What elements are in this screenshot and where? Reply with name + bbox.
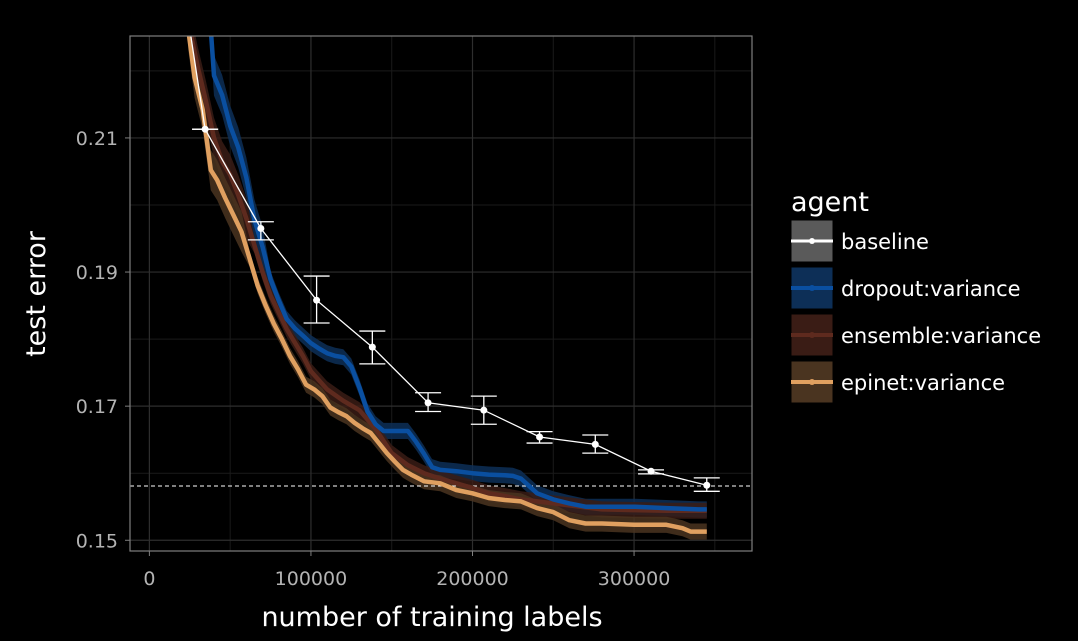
y-tick-label: 0.21 — [76, 128, 118, 150]
baseline-point — [536, 433, 544, 441]
y-tick-label: 0.17 — [76, 396, 118, 418]
legend-label: ensemble:variance — [841, 324, 1041, 348]
series-lines — [186, 36, 720, 534]
y-axis-ticks: 0.15 0.17 0.19 0.21 — [76, 128, 130, 552]
x-tick-label: 100000 — [275, 568, 348, 590]
baseline-point — [201, 125, 209, 133]
legend-key-point — [809, 332, 815, 338]
x-axis-ticks: 0 100000 200000 300000 — [143, 551, 670, 590]
legend: agent baseline dropout:variance ensemble:v… — [790, 187, 1041, 404]
panel-border — [129, 35, 753, 552]
x-tick-label: 300000 — [598, 568, 671, 590]
legend-key-point — [809, 379, 815, 385]
legend-key-point — [809, 285, 815, 291]
plot-panel — [129, 35, 753, 552]
legend-label: dropout:variance — [841, 277, 1021, 301]
legend-item: epinet:variance — [790, 360, 1005, 404]
baseline-point — [480, 406, 488, 414]
baseline-point — [591, 440, 599, 448]
x-axis-title: number of training labels — [261, 602, 602, 633]
y-tick-label: 0.19 — [76, 262, 118, 284]
legend-items: baseline dropout:variance ensemble:varianc… — [790, 219, 1041, 404]
legend-key-point — [809, 238, 815, 244]
x-tick-label: 200000 — [436, 568, 509, 590]
line-epinet-variance — [186, 36, 707, 534]
x-tick-label: 0 — [143, 568, 155, 590]
baseline-point — [313, 296, 321, 304]
legend-label: baseline — [841, 230, 929, 254]
grid — [130, 36, 752, 551]
legend-item: ensemble:variance — [790, 313, 1041, 357]
y-axis-title: test error — [21, 230, 52, 357]
legend-label: epinet:variance — [841, 371, 1005, 395]
y-tick-label: 0.15 — [76, 530, 118, 552]
legend-item: baseline — [790, 219, 929, 263]
baseline-point — [703, 481, 711, 489]
baseline-point — [647, 467, 655, 475]
line-ensemble-variance — [188, 36, 707, 514]
baseline-point — [368, 343, 376, 351]
line-dropout-variance — [209, 36, 707, 512]
legend-item: dropout:variance — [790, 266, 1021, 310]
baseline-point — [424, 399, 432, 407]
legend-title: agent — [791, 187, 869, 218]
baseline-point — [257, 224, 265, 232]
